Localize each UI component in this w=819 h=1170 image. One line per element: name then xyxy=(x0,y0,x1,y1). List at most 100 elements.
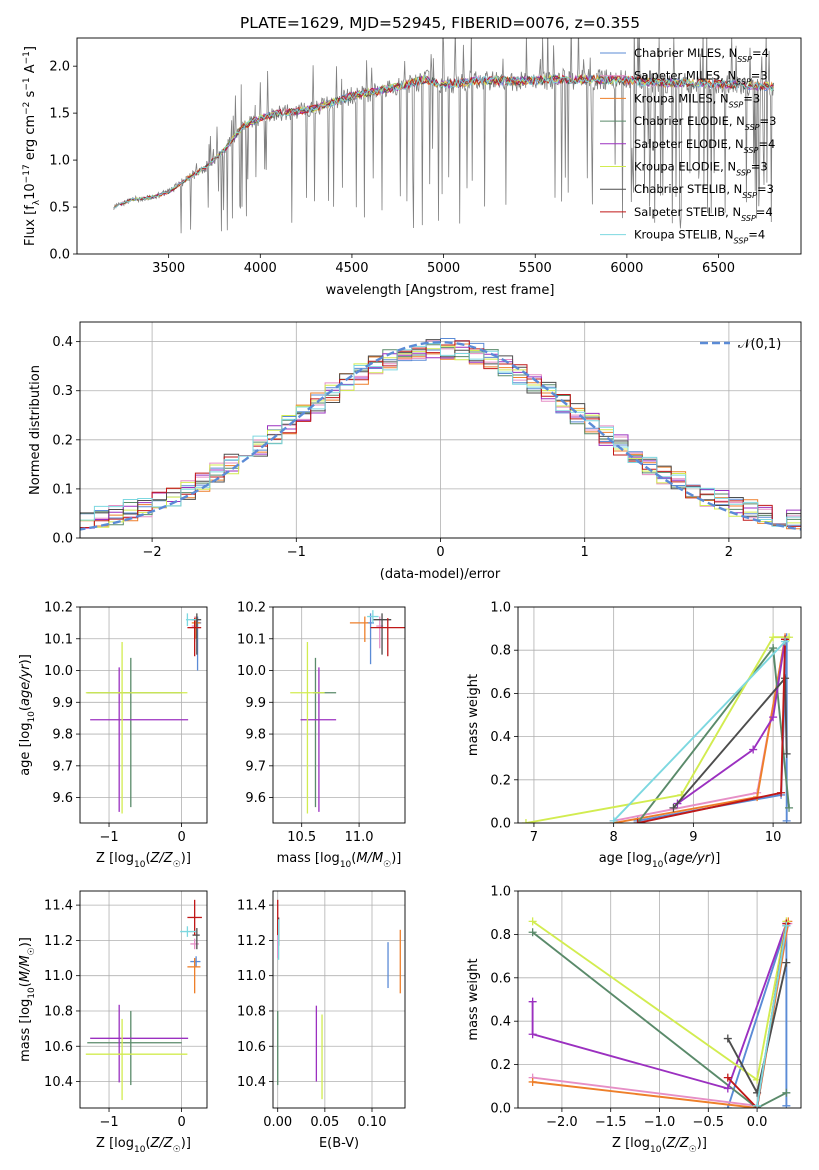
y-tick-label: 0.6 xyxy=(490,687,511,702)
axes-frame xyxy=(272,890,406,1109)
y-tick-label: 0.0 xyxy=(52,532,73,547)
y-tick-label: 0.0 xyxy=(490,1102,511,1117)
y-tick-label: 0.1 xyxy=(52,482,73,497)
legend-entry: Chabrier MILES, NSSP=4 xyxy=(634,46,769,64)
plot-area xyxy=(85,613,202,814)
label-part: 10 xyxy=(134,1145,146,1155)
y-tick-label: 10.2 xyxy=(237,601,266,616)
legend-entry: Salpeter MILES, NSSP=3 xyxy=(634,69,768,87)
y-tick-label: 9.6 xyxy=(52,791,73,806)
point-marker xyxy=(782,749,791,758)
x-axis-label: wavelength [Angstrom, rest frame] xyxy=(326,283,555,298)
point-marker xyxy=(528,928,537,937)
mass-vs-metallicity-panel: −1 010.410.610.811.011.211.4Z [log10(Z/Z☉… xyxy=(18,890,208,1155)
x-tick-label: −1 xyxy=(287,545,306,560)
legend-value: =3 xyxy=(743,91,760,105)
label-part: −17 xyxy=(22,164,32,183)
legend-subscript: SSP xyxy=(729,100,744,109)
y-tick-label: 10.4 xyxy=(44,1075,73,1090)
x-tick-label: 4000 xyxy=(244,261,277,276)
data-spectrum xyxy=(113,38,774,234)
point-marker xyxy=(528,917,537,926)
label-part: ( xyxy=(351,851,356,866)
x-axis-label: mass [log10(M/M☉)] xyxy=(277,851,402,870)
label-part: ☉ xyxy=(383,860,391,870)
axes-frame xyxy=(79,321,802,539)
label-part: )] xyxy=(18,937,33,947)
legend-entry: Chabrier STELIB, NSSP=3 xyxy=(634,182,774,200)
figure-title: PLATE=1629, MJD=52945, FIBERID=0076, z=0… xyxy=(240,14,640,32)
y-tick-label: 9.7 xyxy=(245,759,266,774)
y-tick-label: 10.0 xyxy=(44,664,73,679)
x-tick-label: 4500 xyxy=(335,261,368,276)
label-part: 10 xyxy=(23,183,38,200)
label-part: 10 xyxy=(652,860,664,870)
legend-value: =4 xyxy=(748,228,765,242)
y-tick-label: 11.4 xyxy=(44,899,73,914)
point-marker xyxy=(521,819,530,823)
label-part: ☉ xyxy=(689,1145,697,1155)
legend-value: =4 xyxy=(758,137,775,151)
point-marker xyxy=(528,997,537,1006)
point-marker xyxy=(782,958,791,967)
x-tick-label: 10.5 xyxy=(287,830,316,845)
y-tick-label: 0.8 xyxy=(490,928,511,943)
y-tick-label: 9.8 xyxy=(245,728,266,743)
legend-subscript: SSP xyxy=(742,191,757,200)
x-tick-label: −1 xyxy=(99,830,118,845)
y-tick-label: 1.0 xyxy=(49,154,70,169)
legend-value: =3 xyxy=(751,69,768,83)
label-part: A xyxy=(23,64,38,77)
y-tick-label: 9.6 xyxy=(245,791,266,806)
series-line xyxy=(525,636,789,823)
x-tick-label: 5500 xyxy=(519,261,552,276)
x-tick-label: −1.5 xyxy=(595,1115,627,1130)
label-part: s xyxy=(23,90,38,101)
point-marker xyxy=(769,713,778,722)
label-part: age/yr xyxy=(18,663,33,706)
y-tick-label: 0.2 xyxy=(490,773,511,788)
plot-area xyxy=(521,633,794,823)
y-tick-label: 9.8 xyxy=(52,728,73,743)
label-part: ( xyxy=(663,851,668,866)
plot-area xyxy=(528,917,793,1108)
legend-entry: 𝒩(0,1) xyxy=(738,337,781,352)
y-axis-label: mass [log10(M/M☉)] xyxy=(18,937,37,1062)
label-part: ☉ xyxy=(27,947,37,955)
x-tick-label: 0 xyxy=(436,545,444,560)
label-part: age [log xyxy=(18,723,33,776)
x-tick-label: 5000 xyxy=(427,261,460,276)
label-part: ☉ xyxy=(173,860,181,870)
x-tick-label: 2 xyxy=(725,545,733,560)
x-tick-label: 0 xyxy=(177,1115,185,1130)
y-axis-label: age [log10(age/yr)] xyxy=(18,654,37,776)
legend-subscript: SSP xyxy=(741,213,756,222)
label-part: ☉ xyxy=(173,1145,181,1155)
legend-subscript: SSP xyxy=(736,168,751,177)
label-part: Z [log xyxy=(612,1136,650,1151)
y-tick-label: 11.2 xyxy=(44,934,73,949)
x-tick-label: 9 xyxy=(689,830,697,845)
point-marker xyxy=(785,803,794,812)
y-tick-label: 10.1 xyxy=(44,632,73,647)
series-line xyxy=(531,923,788,1090)
point-marker xyxy=(723,1034,732,1043)
legend-text: Salpeter ELODIE, N xyxy=(634,137,744,151)
label-part: erg cm xyxy=(23,115,38,164)
x-axis-label: Z [log10(Z/Z☉)] xyxy=(612,1136,707,1155)
y-tick-label: 0.3 xyxy=(52,384,73,399)
label-part: ( xyxy=(18,706,33,711)
model-spectrum-line xyxy=(113,74,774,209)
legend-subscript: SSP xyxy=(745,123,760,132)
label-part: age/yr xyxy=(668,851,711,866)
series-line xyxy=(676,639,787,805)
y-tick-label: 9.9 xyxy=(52,696,73,711)
legend-value: =3 xyxy=(751,160,768,174)
plot-area xyxy=(85,899,202,1101)
y-tick-label: 9.7 xyxy=(52,759,73,774)
axes-frame xyxy=(272,606,406,824)
x-tick-label: 8 xyxy=(610,830,618,845)
y-tick-label: 10.6 xyxy=(237,1040,266,1055)
point-marker xyxy=(769,644,778,653)
